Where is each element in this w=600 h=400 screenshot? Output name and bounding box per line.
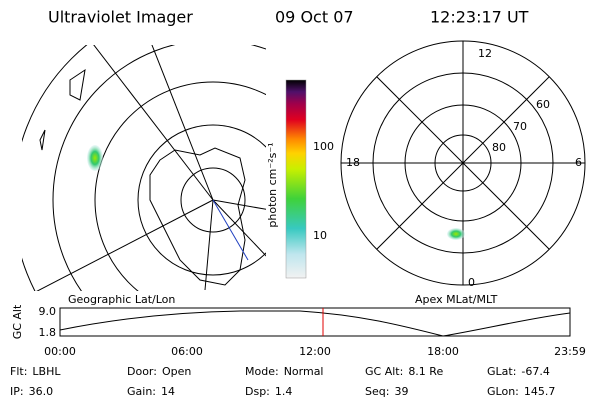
info-value: 36.0 (29, 385, 54, 398)
mlt-label: 6 (575, 156, 582, 169)
info-label: GC Alt: (365, 365, 403, 378)
x-tick-label: 06:00 (171, 345, 203, 358)
info-value: Normal (284, 365, 324, 378)
info-label: IP: (10, 385, 24, 398)
info-value: 14 (161, 385, 175, 398)
info-value: -67.4 (521, 365, 549, 378)
instrument: Ultraviolet Imager (48, 8, 193, 27)
lat-label: 70 (513, 120, 527, 133)
x-tick-label: 00:00 (44, 345, 76, 358)
info-value: Open (162, 365, 191, 378)
lat-label: 60 (536, 98, 550, 111)
y-tick-label: 9.0 (39, 305, 57, 318)
mlt-label: 18 (346, 156, 360, 169)
info-label: Door: (127, 365, 157, 378)
x-tick-label: 12:00 (299, 345, 331, 358)
info-label: GLat: (487, 365, 516, 378)
info-label: Dsp: (245, 385, 270, 398)
y-axis-label: GC Alt (11, 304, 24, 339)
info-fields: Flt: LBHL Door: Open Mode: Normal GC Alt: 8.1 R… (10, 365, 555, 398)
info-label: Seq: (365, 385, 389, 398)
info-label: GLon: (487, 385, 519, 398)
info-value: 145.7 (524, 385, 556, 398)
left-panel-label: Geographic Lat/Lon (68, 293, 175, 306)
info-value: 8.1 Re (408, 365, 443, 378)
info-label: Gain: (127, 385, 156, 398)
x-tick-label: 23:59 (554, 345, 586, 358)
x-tick-label: 18:00 (427, 345, 459, 358)
mlt-label: 0 (468, 276, 475, 289)
colorbar-tick: 100 (313, 140, 334, 153)
colorbar-unit: photon cm⁻²s⁻¹ (266, 142, 279, 227)
info-value: 39 (394, 385, 408, 398)
geographic-map (22, 45, 266, 291)
colorbar-tick: 10 (313, 229, 327, 242)
altitude-curve (59, 310, 571, 337)
polar-plot (340, 40, 586, 286)
date: 09 Oct 07 (275, 8, 354, 27)
info-value: 1.4 (275, 385, 293, 398)
info-value: LBHL (32, 365, 61, 378)
info-label: Mode: (245, 365, 279, 378)
mlt-label: 12 (478, 47, 492, 60)
info-label: Flt: (10, 365, 27, 378)
colorbar (285, 79, 307, 279)
time: 12:23:17 UT (430, 8, 529, 27)
y-tick-label: 1.8 (39, 326, 57, 339)
lat-label: 80 (492, 141, 506, 154)
right-panel-label: Apex MLat/MLT (415, 293, 498, 306)
altitude-frame (59, 307, 571, 337)
